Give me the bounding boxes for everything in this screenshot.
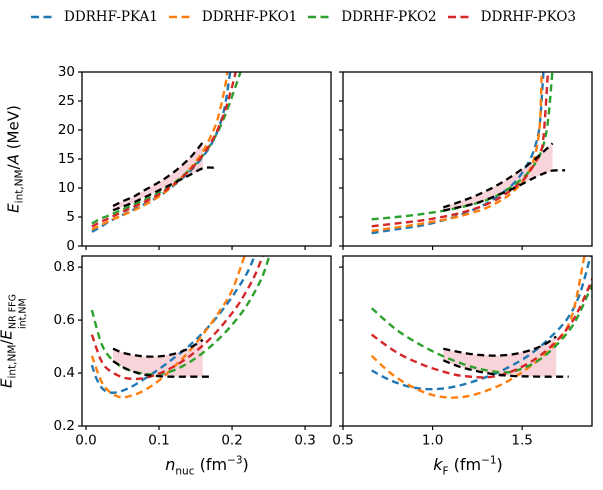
y-tick-label: 0.8 <box>54 259 75 275</box>
y-tick-label: 30 <box>58 64 75 80</box>
curve-DDRHF-PKO1 <box>371 72 543 233</box>
legend-item-DDRHF-PKO3: DDRHF-PKO3 <box>447 9 576 25</box>
ylabel-var: E <box>4 203 23 213</box>
x-axis-label-left: nnuc (fm−3) <box>165 454 249 478</box>
legend-dash-swatch <box>308 15 334 19</box>
y-tick-label: 5 <box>66 209 75 225</box>
x-tick-label: 1.0 <box>422 433 443 449</box>
constraint-band-lower <box>443 169 566 212</box>
constraint-band-lower <box>442 359 569 378</box>
curve-DDRHF-PKO1 <box>370 256 586 399</box>
legend-label: DDRHF-PKA1 <box>64 9 158 25</box>
stacked-scripts: NR FFG int,NM <box>7 293 29 330</box>
legend: DDRHF-PKA1 DDRHF-PKO1 DDRHF-PKO2 DDRHF-PKO3 <box>31 9 576 25</box>
y-axis-label-top: Eint,NM/A (MeV) <box>4 105 26 213</box>
panel-bottom-left: 0.0 0.1 0.2 0.3 0.2 0.4 0.6 0.8 <box>54 255 332 449</box>
y-tick-label: 15 <box>58 151 75 167</box>
legend-label: DDRHF-PKO3 <box>480 9 576 25</box>
curve-DDRHF-PKO3 <box>91 72 237 228</box>
curve-DDRHF-PKO3 <box>370 276 592 379</box>
legend-item-DDRHF-PKO2: DDRHF-PKO2 <box>308 9 437 25</box>
curve-DDRHF-PKO2 <box>371 72 554 221</box>
panel-bottom-right: 0.5 1.0 1.5 <box>332 255 593 449</box>
curve-DDRHF-PKA1 <box>371 256 592 391</box>
constraint-band-upper <box>112 141 204 208</box>
curve-DDRHF-PKO2 <box>91 72 242 225</box>
y-tick-label: 20 <box>58 122 75 138</box>
constraint-band-lower <box>112 166 214 212</box>
y-tick-label: 0.6 <box>54 312 75 328</box>
y-tick-label: 25 <box>58 93 75 109</box>
axes-spines <box>81 71 332 247</box>
constraint-band-fill <box>443 336 557 377</box>
curve-DDRHF-PKO2 <box>90 256 271 376</box>
curve-DDRHF-PKO3 <box>90 256 264 381</box>
y-tick-label: 0.2 <box>54 418 75 434</box>
axes-spines <box>342 255 593 427</box>
legend-dash-swatch <box>31 15 56 19</box>
constraint-band-fill <box>443 143 553 211</box>
curve-DDRHF-PKA1 <box>90 256 256 394</box>
x-axis-label-right: kF (fm−1) <box>433 454 503 478</box>
y-tick-label: 0 <box>66 238 75 254</box>
legend-dash-swatch <box>168 15 194 19</box>
curve-DDRHF-PKO2 <box>370 281 592 374</box>
x-tick-label: 1.5 <box>511 433 532 449</box>
x-tick-label: 0.1 <box>148 433 169 449</box>
x-tick-label: 0.3 <box>294 433 315 449</box>
constraint-band-lower <box>112 360 213 378</box>
curve-DDRHF-PKO1 <box>90 256 246 399</box>
x-tick-label: 0.5 <box>332 433 353 449</box>
curve-DDRHF-PKA1 <box>91 72 232 233</box>
constraint-band-upper <box>112 338 204 358</box>
x-tick-label: 0.0 <box>75 433 96 449</box>
panel-top-right <box>339 71 593 250</box>
constraint-band-upper <box>443 335 557 357</box>
panel-top-left: 0 5 10 15 20 25 30 <box>58 64 332 254</box>
legend-item-DDRHF-PKA1: DDRHF-PKA1 <box>31 9 158 25</box>
y-tick-label: 10 <box>58 180 75 196</box>
legend-label: DDRHF-PKO1 <box>201 9 298 25</box>
axes-spines <box>342 71 593 247</box>
legend-item-DDRHF-PKO1: DDRHF-PKO1 <box>168 9 298 25</box>
curve-DDRHF-PKO3 <box>371 72 550 228</box>
axes-spines <box>81 255 332 427</box>
legend-dash-swatch <box>447 15 473 19</box>
legend-label: DDRHF-PKO2 <box>341 9 437 25</box>
y-tick-label: 0.4 <box>54 365 75 381</box>
x-tick-label: 0.2 <box>221 433 242 449</box>
